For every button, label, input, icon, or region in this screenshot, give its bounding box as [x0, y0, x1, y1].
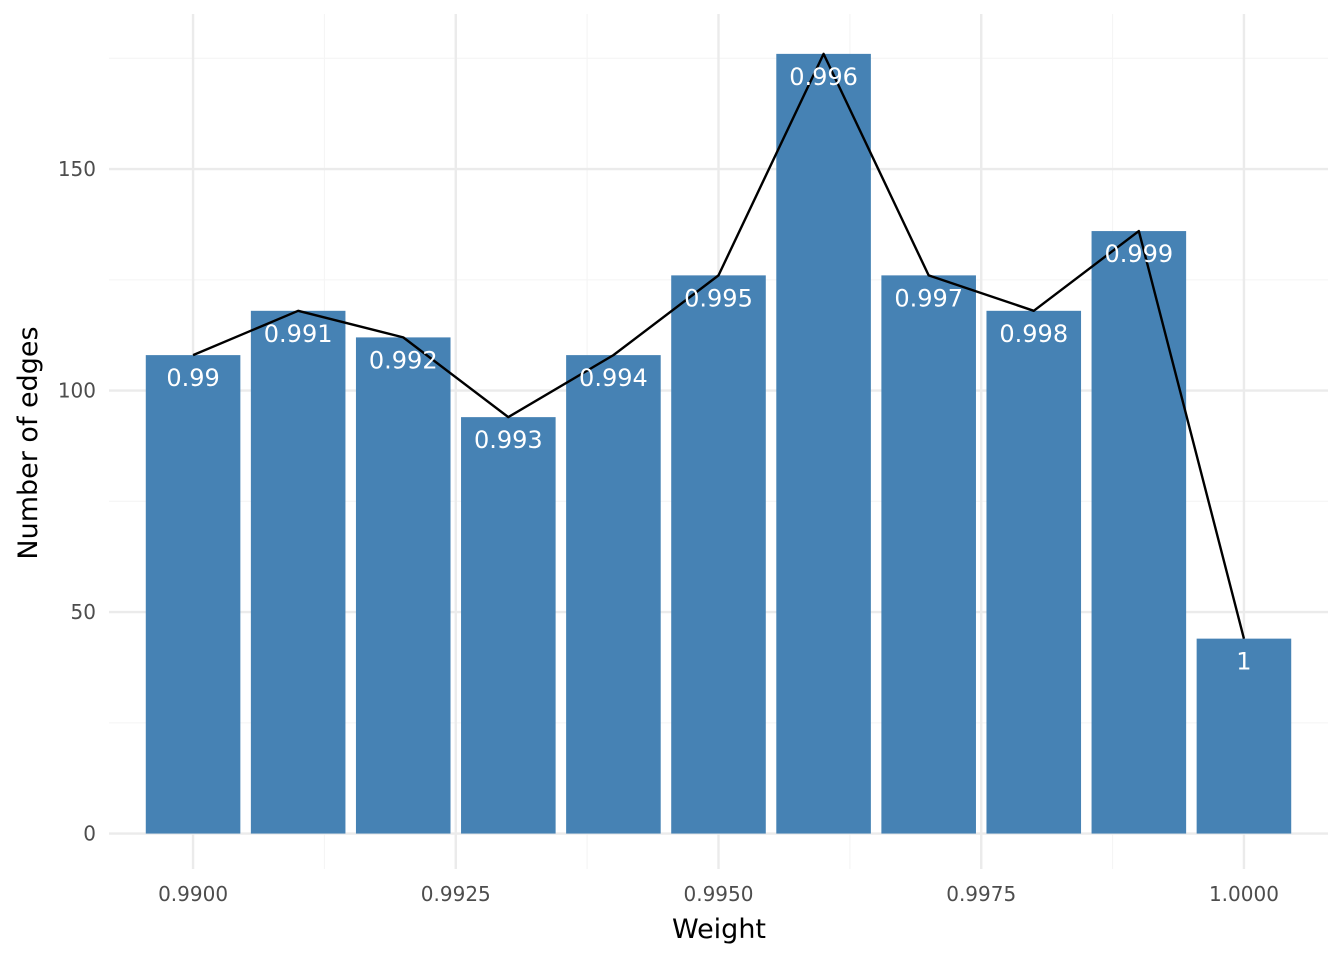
overlay-line [192, 52, 1246, 639]
bar-label: 0.997 [894, 284, 963, 312]
y-axis-ticks: 0 50 100 150 [58, 157, 96, 846]
bar [1091, 231, 1187, 834]
bar-labels: 0.99 0.991 0.992 0.993 0.994 0.995 0.996 0.997 0… [166, 63, 1251, 676]
series-line [192, 52, 1246, 639]
bar [1196, 638, 1292, 834]
y-axis-title: Number of edges [13, 326, 44, 559]
x-axis-ticks: 0.9900 0.9925 0.9950 0.9975 1.0000 [158, 882, 1279, 906]
bar-label: 0.996 [789, 63, 858, 91]
bar-label: 1 [1236, 648, 1251, 676]
bar [566, 355, 661, 834]
bar [461, 417, 556, 834]
bar [986, 310, 1082, 834]
bar [671, 275, 766, 834]
bar-label: 0.998 [999, 320, 1068, 348]
bar [355, 337, 451, 834]
bar [881, 275, 976, 834]
y-tick-label: 100 [58, 379, 96, 403]
x-tick-label: 1.0000 [1209, 882, 1279, 906]
y-tick-label: 150 [58, 157, 96, 181]
bar [250, 310, 346, 834]
bar-label: 0.991 [264, 320, 333, 348]
bar [145, 355, 241, 834]
x-tick-label: 0.9950 [684, 882, 754, 906]
y-tick-label: 0 [83, 822, 96, 846]
bar-label: 0.994 [579, 364, 648, 392]
bar-label: 0.999 [1104, 240, 1173, 268]
bars [145, 53, 1292, 834]
bar-label: 0.99 [166, 364, 219, 392]
x-tick-label: 0.9975 [946, 882, 1016, 906]
bar-label: 0.992 [369, 346, 438, 374]
bar [776, 53, 871, 834]
bar-label: 0.995 [684, 284, 753, 312]
x-tick-label: 0.9900 [158, 882, 228, 906]
bar-label: 0.993 [474, 426, 543, 454]
y-tick-label: 50 [71, 600, 96, 624]
x-tick-label: 0.9925 [421, 882, 491, 906]
x-axis-title: Weight [672, 914, 766, 945]
